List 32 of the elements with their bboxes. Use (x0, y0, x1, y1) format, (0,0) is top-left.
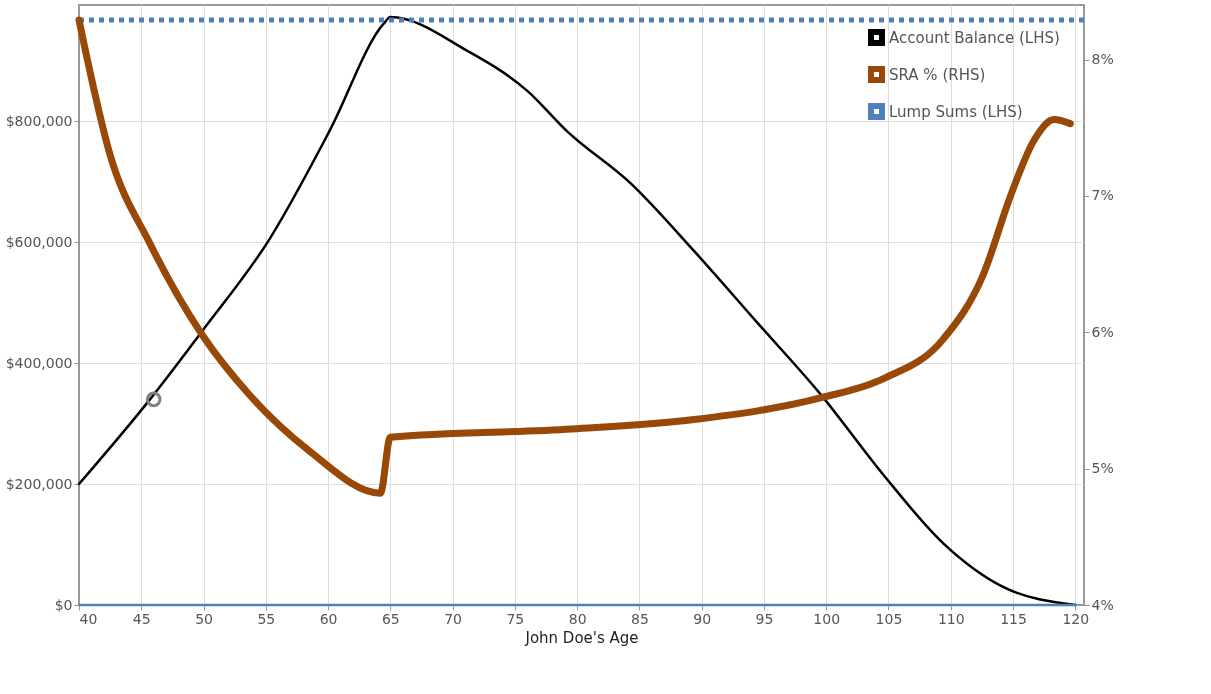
y2-tick-label: 4% (1091, 596, 1114, 613)
x-tick-label: 90 (693, 610, 712, 627)
x-axis-title: John Doe's Age (524, 628, 639, 647)
legend-label: SRA % (RHS) (889, 65, 986, 84)
y-tick-label: $400,000 (5, 354, 73, 371)
y-tick-label: $0 (54, 596, 73, 613)
x-tick-label: 75 (506, 610, 525, 627)
x-tick-label: 50 (195, 610, 213, 627)
y-tick-label: $800,000 (5, 112, 73, 129)
y2-tick-label: 7% (1091, 187, 1114, 204)
x-tick-label: 70 (444, 610, 463, 627)
x-tick-label: 65 (381, 610, 400, 627)
x-tick-label: 115 (1000, 610, 1027, 627)
x-tick-label: 85 (630, 610, 649, 627)
x-tick-label: 110 (937, 610, 965, 627)
x-tick-label: 80 (568, 610, 587, 627)
y-tick-label: $600,000 (5, 233, 73, 250)
y-tick-label: $200,000 (5, 475, 73, 492)
legend-label: Lump Sums (LHS) (889, 102, 1023, 121)
line-series (77, 15, 1077, 607)
x-tick-label: 40 (79, 610, 98, 627)
x-tick-label: 45 (132, 610, 151, 627)
y2-tick-label: 6% (1091, 323, 1114, 340)
x-tick-label: 105 (875, 610, 903, 627)
x-tick-label: 60 (319, 610, 338, 627)
x-tick-label: 95 (755, 610, 774, 627)
y2-tick-label: 8% (1091, 51, 1114, 68)
x-tick-label: 55 (257, 610, 276, 627)
y2-tick-label: 5% (1091, 460, 1114, 477)
x-tick-label: 120 (1062, 610, 1090, 627)
legend-label: Account Balance (LHS) (889, 28, 1060, 47)
x-tick-label: 100 (813, 610, 841, 627)
